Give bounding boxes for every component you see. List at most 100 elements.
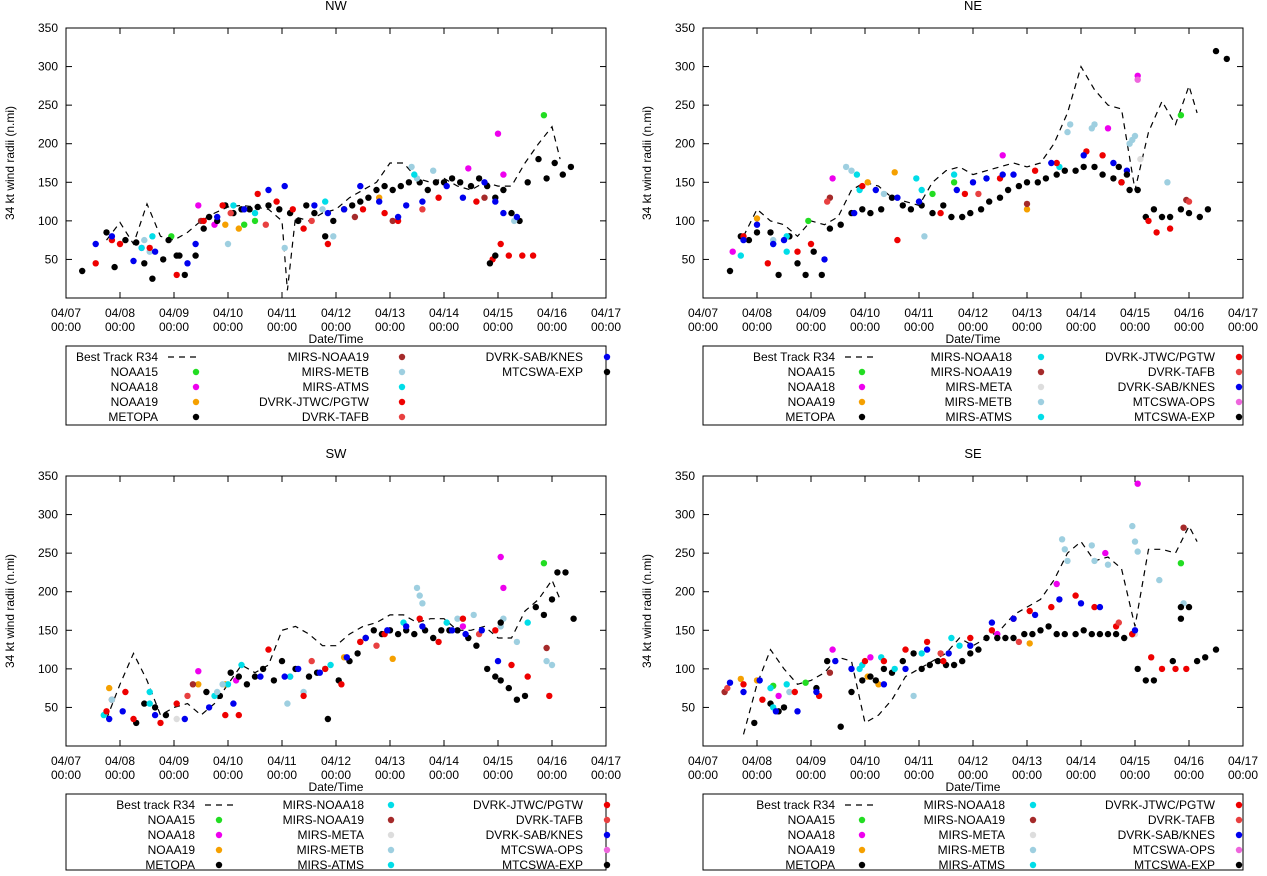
point-dvrk-sab-knes xyxy=(821,256,828,263)
x-tick-label: 00:00 xyxy=(483,320,513,334)
point-noaa18 xyxy=(465,165,472,172)
legend-swatch-dot xyxy=(858,846,866,854)
point-mirs-noaa18 xyxy=(327,661,334,669)
point-mirs-noaa19 xyxy=(1023,200,1031,208)
point-metopa xyxy=(192,252,199,259)
point-dvrk-sab-knes xyxy=(92,240,99,248)
x-tick-label: 00:00 xyxy=(850,320,880,334)
point-dvrk-sab-knes xyxy=(983,175,990,182)
legend-swatch-dot xyxy=(192,398,200,406)
legend-frame xyxy=(702,793,1244,871)
point-dvrk-sab-knes xyxy=(494,657,502,665)
legend-item-mirs-atms: MIRS-ATMS xyxy=(946,410,1045,424)
point-metopa xyxy=(975,646,982,653)
point-dvrk-sab-knes xyxy=(1080,152,1087,159)
point-metopa xyxy=(567,163,575,171)
legend-label: DVRK-TAFB xyxy=(1148,813,1215,827)
point-dvrk-sab-knes xyxy=(915,198,923,205)
legend-label: Best Track R34 xyxy=(753,350,835,364)
legend-item-dvrk-tafb: DVRK-TAFB xyxy=(302,410,406,424)
point-metopa xyxy=(203,688,210,696)
point-metopa xyxy=(160,256,167,263)
point-metopa xyxy=(270,677,278,684)
legend-label: MIRS-META xyxy=(946,380,1012,394)
point-metopa xyxy=(448,175,456,182)
point-dvrk-jtwc-pgtw xyxy=(759,696,766,703)
series-mtcswa-exp xyxy=(1115,163,1131,178)
point-metopa xyxy=(349,202,356,209)
point-dvrk-sab-knes xyxy=(181,715,188,723)
point-metopa xyxy=(438,627,445,634)
point-metopa xyxy=(880,665,888,673)
y-tick-label: 250 xyxy=(675,546,695,560)
point-metopa xyxy=(1002,634,1009,642)
point-dvrk-sab-knes xyxy=(1131,627,1139,634)
point-dvrk-sab-knes xyxy=(316,669,323,676)
point-noaa18 xyxy=(1104,125,1112,132)
point-mirs-noaa18 xyxy=(286,673,294,680)
point-dvrk-sab-knes xyxy=(1077,600,1085,607)
point-dvrk-jtwc-pgtw xyxy=(519,252,526,259)
x-tick-label: 04/13 xyxy=(1012,754,1042,768)
legend-label: NOAA18 xyxy=(788,828,836,842)
legend-item-mirs-noaa18: MIRS-NOAA18 xyxy=(931,350,1045,364)
point-metopa xyxy=(330,217,337,225)
point-dvrk-jtwc-pgtw xyxy=(505,252,512,259)
point-metopa xyxy=(959,657,966,665)
series-metopa xyxy=(751,603,1220,730)
x-tick-label: 04/16 xyxy=(537,754,567,768)
legend-label: MIRS-NOAA19 xyxy=(924,813,1006,827)
point-dvrk-jtwc-pgtw xyxy=(1153,229,1160,236)
point-metopa xyxy=(926,661,933,669)
x-tick-label: 04/13 xyxy=(375,306,405,320)
point-noaa15 xyxy=(929,190,936,198)
point-dvrk-tafb xyxy=(419,206,426,213)
legend-item-mtcswa-exp: MTCSWA-EXP xyxy=(1134,858,1243,872)
point-mirs-atms xyxy=(853,171,861,178)
point-metopa xyxy=(826,225,834,232)
data-layer xyxy=(79,112,575,291)
series-mirs-noaa19 xyxy=(108,638,550,703)
point-mtcswa-ops xyxy=(1134,76,1141,83)
point-mirs-noaa18 xyxy=(918,650,925,657)
x-tick-label: 04/08 xyxy=(105,754,135,768)
point-metopa xyxy=(467,182,475,190)
legend-label: DVRK-SAB/KNES xyxy=(1118,380,1215,394)
x-tick-label: 04/09 xyxy=(796,306,826,320)
legend-swatch-dot xyxy=(387,801,395,809)
point-mirs-metb xyxy=(108,696,116,703)
point-metopa xyxy=(278,657,286,665)
point-metopa xyxy=(475,175,483,182)
y-tick-label: 50 xyxy=(682,700,696,714)
point-metopa xyxy=(977,206,985,213)
point-metopa xyxy=(322,233,329,240)
legend-item-dvrk-jtwc-pgtw: DVRK-JTWC/PGTW xyxy=(259,395,406,409)
series-noaa15 xyxy=(805,112,1185,225)
y-tick-label: 300 xyxy=(675,60,695,74)
point-metopa xyxy=(513,696,521,703)
x-tick-label: 00:00 xyxy=(51,320,81,334)
point-dvrk-jtwc-pgtw xyxy=(740,681,747,688)
x-tick-label: 00:00 xyxy=(105,320,135,334)
point-dvrk-jtwc-pgtw xyxy=(289,206,296,213)
point-dvrk-sab-knes xyxy=(462,630,469,638)
legend-item-mtcswa-exp: MTCSWA-EXP xyxy=(502,858,611,872)
point-metopa xyxy=(354,650,361,657)
x-tick-label: 00:00 xyxy=(537,320,567,334)
point-mirs-metb xyxy=(214,688,221,696)
point-metopa xyxy=(473,642,480,649)
x-tick-label: 00:00 xyxy=(742,320,772,334)
legend-swatch-dot xyxy=(215,831,223,839)
x-axis-label: Date/Time xyxy=(309,780,364,794)
legend-label: METOPA xyxy=(785,858,835,871)
point-metopa xyxy=(1091,163,1098,171)
legend-label: MIRS-NOAA18 xyxy=(924,798,1006,812)
point-mirs-metb xyxy=(1064,128,1071,136)
y-tick-label: 50 xyxy=(45,252,59,266)
point-noaa19 xyxy=(1026,640,1033,647)
x-tick-label: 04/15 xyxy=(1120,754,1150,768)
legend-item-mirs-metb: MIRS-METB xyxy=(302,365,406,379)
legend-swatch-dot xyxy=(1235,413,1243,421)
point-metopa xyxy=(365,194,372,201)
